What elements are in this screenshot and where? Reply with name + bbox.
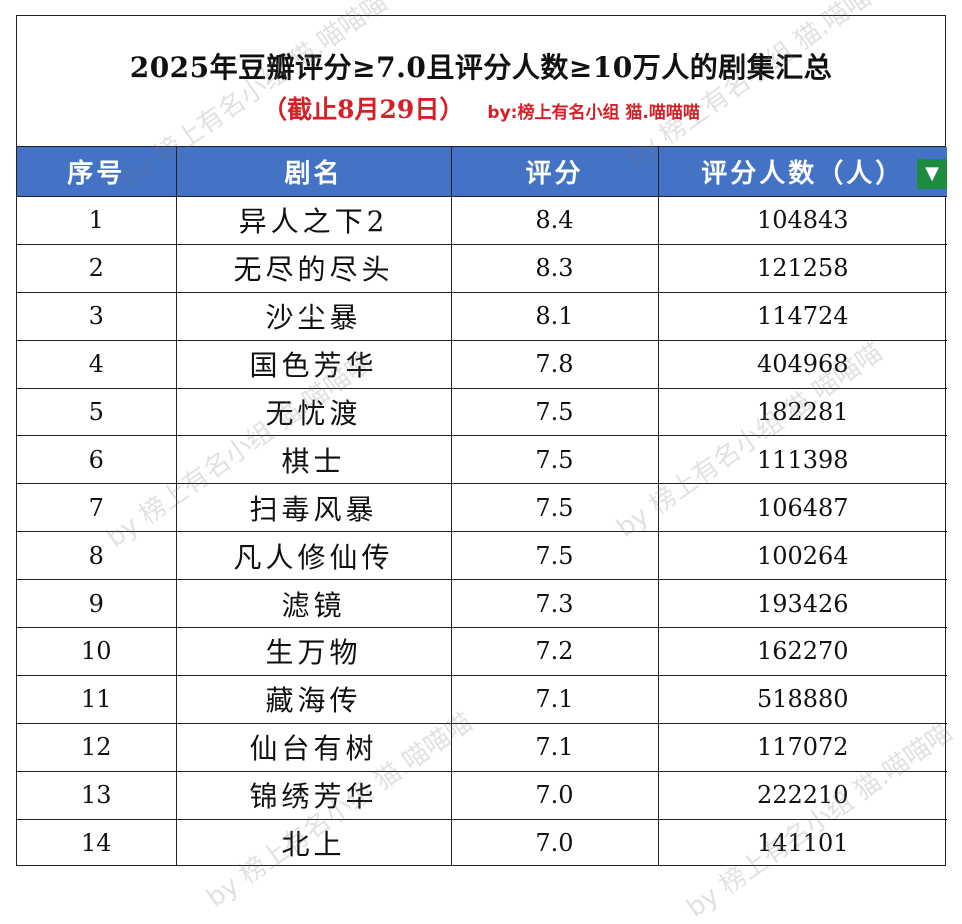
cell-name: 锦绣芳华 bbox=[175, 770, 452, 820]
cell-votes: 518880 bbox=[657, 674, 947, 724]
title-block: 2025年豆瓣评分≥7.0且评分人数≥10万人的剧集汇总 （截止8月29日） b… bbox=[17, 16, 945, 147]
cell-votes: 222210 bbox=[657, 770, 947, 820]
subtitle-line: （截止8月29日） by:榜上有名小组 猫.喵喵喵 bbox=[17, 90, 945, 126]
table-row: 2 无尽的尽头 8.3 121258 bbox=[17, 243, 947, 293]
cell-index: 2 bbox=[17, 243, 177, 293]
byline: by:榜上有名小组 猫.喵喵喵 bbox=[487, 103, 700, 123]
cell-index: 4 bbox=[17, 339, 177, 389]
cell-votes: 121258 bbox=[657, 243, 947, 293]
cell-name: 藏海传 bbox=[175, 674, 452, 724]
date-note: （截止8月29日） bbox=[262, 95, 465, 124]
table-row: 5 无忧渡 7.5 182281 bbox=[17, 387, 947, 437]
header-votes: 评分人数（人） ▼ bbox=[657, 147, 947, 197]
cell-index: 12 bbox=[17, 722, 177, 772]
table-row: 1 异人之下2 8.4 104843 bbox=[17, 196, 947, 245]
cell-name: 棋士 bbox=[175, 435, 452, 485]
table-row: 4 国色芳华 7.8 404968 bbox=[17, 339, 947, 389]
cell-name: 无忧渡 bbox=[175, 387, 452, 437]
header-name: 剧名 bbox=[175, 147, 452, 197]
table-body: 1 异人之下2 8.4 104843 2 无尽的尽头 8.3 121258 3 沙尘暴 8.1 114… bbox=[17, 196, 947, 867]
table-row: 13 锦绣芳华 7.0 222210 bbox=[17, 770, 947, 820]
cell-votes: 193426 bbox=[657, 579, 947, 629]
cell-name: 扫毒风暴 bbox=[175, 483, 452, 533]
cell-votes: 104843 bbox=[657, 196, 947, 245]
header-index: 序号 bbox=[17, 147, 177, 197]
header-votes-label: 评分人数（人） bbox=[701, 159, 905, 189]
summary-sheet: 2025年豆瓣评分≥7.0且评分人数≥10万人的剧集汇总 （截止8月29日） b… bbox=[16, 15, 947, 867]
cell-index: 14 bbox=[17, 818, 177, 867]
cell-score: 7.0 bbox=[450, 770, 659, 820]
cell-name: 异人之下2 bbox=[175, 196, 452, 245]
cell-votes: 100264 bbox=[657, 531, 947, 581]
cell-score: 7.5 bbox=[450, 387, 659, 437]
table-row: 14 北上 7.0 141101 bbox=[17, 818, 947, 867]
cell-index: 3 bbox=[17, 291, 177, 341]
filter-icon[interactable]: ▼ bbox=[917, 159, 947, 189]
cell-name: 仙台有树 bbox=[175, 722, 452, 772]
cell-votes: 111398 bbox=[657, 435, 947, 485]
cell-score: 7.1 bbox=[450, 674, 659, 724]
cell-score: 7.5 bbox=[450, 531, 659, 581]
table-row: 8 凡人修仙传 7.5 100264 bbox=[17, 531, 947, 581]
cell-score: 8.4 bbox=[450, 196, 659, 245]
cell-score: 7.3 bbox=[450, 579, 659, 629]
table-row: 7 扫毒风暴 7.5 106487 bbox=[17, 483, 947, 533]
cell-index: 10 bbox=[17, 627, 177, 676]
cell-index: 1 bbox=[17, 196, 177, 245]
cell-name: 沙尘暴 bbox=[175, 291, 452, 341]
cell-votes: 114724 bbox=[657, 291, 947, 341]
table-row: 3 沙尘暴 8.1 114724 bbox=[17, 291, 947, 341]
cell-index: 7 bbox=[17, 483, 177, 533]
page-title: 2025年豆瓣评分≥7.0且评分人数≥10万人的剧集汇总 bbox=[129, 51, 833, 84]
cell-score: 8.1 bbox=[450, 291, 659, 341]
cell-index: 8 bbox=[17, 531, 177, 581]
cell-votes: 182281 bbox=[657, 387, 947, 437]
cell-votes: 106487 bbox=[657, 483, 947, 533]
table-row: 10 生万物 7.2 162270 bbox=[17, 627, 947, 676]
cell-name: 凡人修仙传 bbox=[175, 531, 452, 581]
cell-name: 国色芳华 bbox=[175, 339, 452, 389]
cell-score: 7.1 bbox=[450, 722, 659, 772]
cell-name: 无尽的尽头 bbox=[175, 243, 452, 293]
cell-score: 7.5 bbox=[450, 483, 659, 533]
table-row: 12 仙台有树 7.1 117072 bbox=[17, 722, 947, 772]
cell-votes: 141101 bbox=[657, 818, 947, 867]
cell-score: 7.5 bbox=[450, 435, 659, 485]
cell-name: 生万物 bbox=[175, 627, 452, 676]
cell-score: 7.0 bbox=[450, 818, 659, 867]
cell-index: 6 bbox=[17, 435, 177, 485]
table-header-row: 序号 剧名 评分 评分人数（人） ▼ bbox=[17, 147, 947, 197]
drama-table: 序号 剧名 评分 评分人数（人） ▼ 1 异人之下2 8.4 104843 2 无尽的尽头… bbox=[17, 147, 947, 867]
cell-index: 11 bbox=[17, 674, 177, 724]
cell-votes: 117072 bbox=[657, 722, 947, 772]
cell-name: 滤镜 bbox=[175, 579, 452, 629]
cell-name: 北上 bbox=[175, 818, 452, 867]
table-row: 9 滤镜 7.3 193426 bbox=[17, 579, 947, 629]
cell-score: 7.2 bbox=[450, 627, 659, 676]
cell-votes: 162270 bbox=[657, 627, 947, 676]
cell-index: 5 bbox=[17, 387, 177, 437]
cell-index: 13 bbox=[17, 770, 177, 820]
header-score: 评分 bbox=[450, 147, 659, 197]
table-row: 6 棋士 7.5 111398 bbox=[17, 435, 947, 485]
cell-score: 8.3 bbox=[450, 243, 659, 293]
cell-votes: 404968 bbox=[657, 339, 947, 389]
table-row: 11 藏海传 7.1 518880 bbox=[17, 674, 947, 724]
cell-index: 9 bbox=[17, 579, 177, 629]
cell-score: 7.8 bbox=[450, 339, 659, 389]
